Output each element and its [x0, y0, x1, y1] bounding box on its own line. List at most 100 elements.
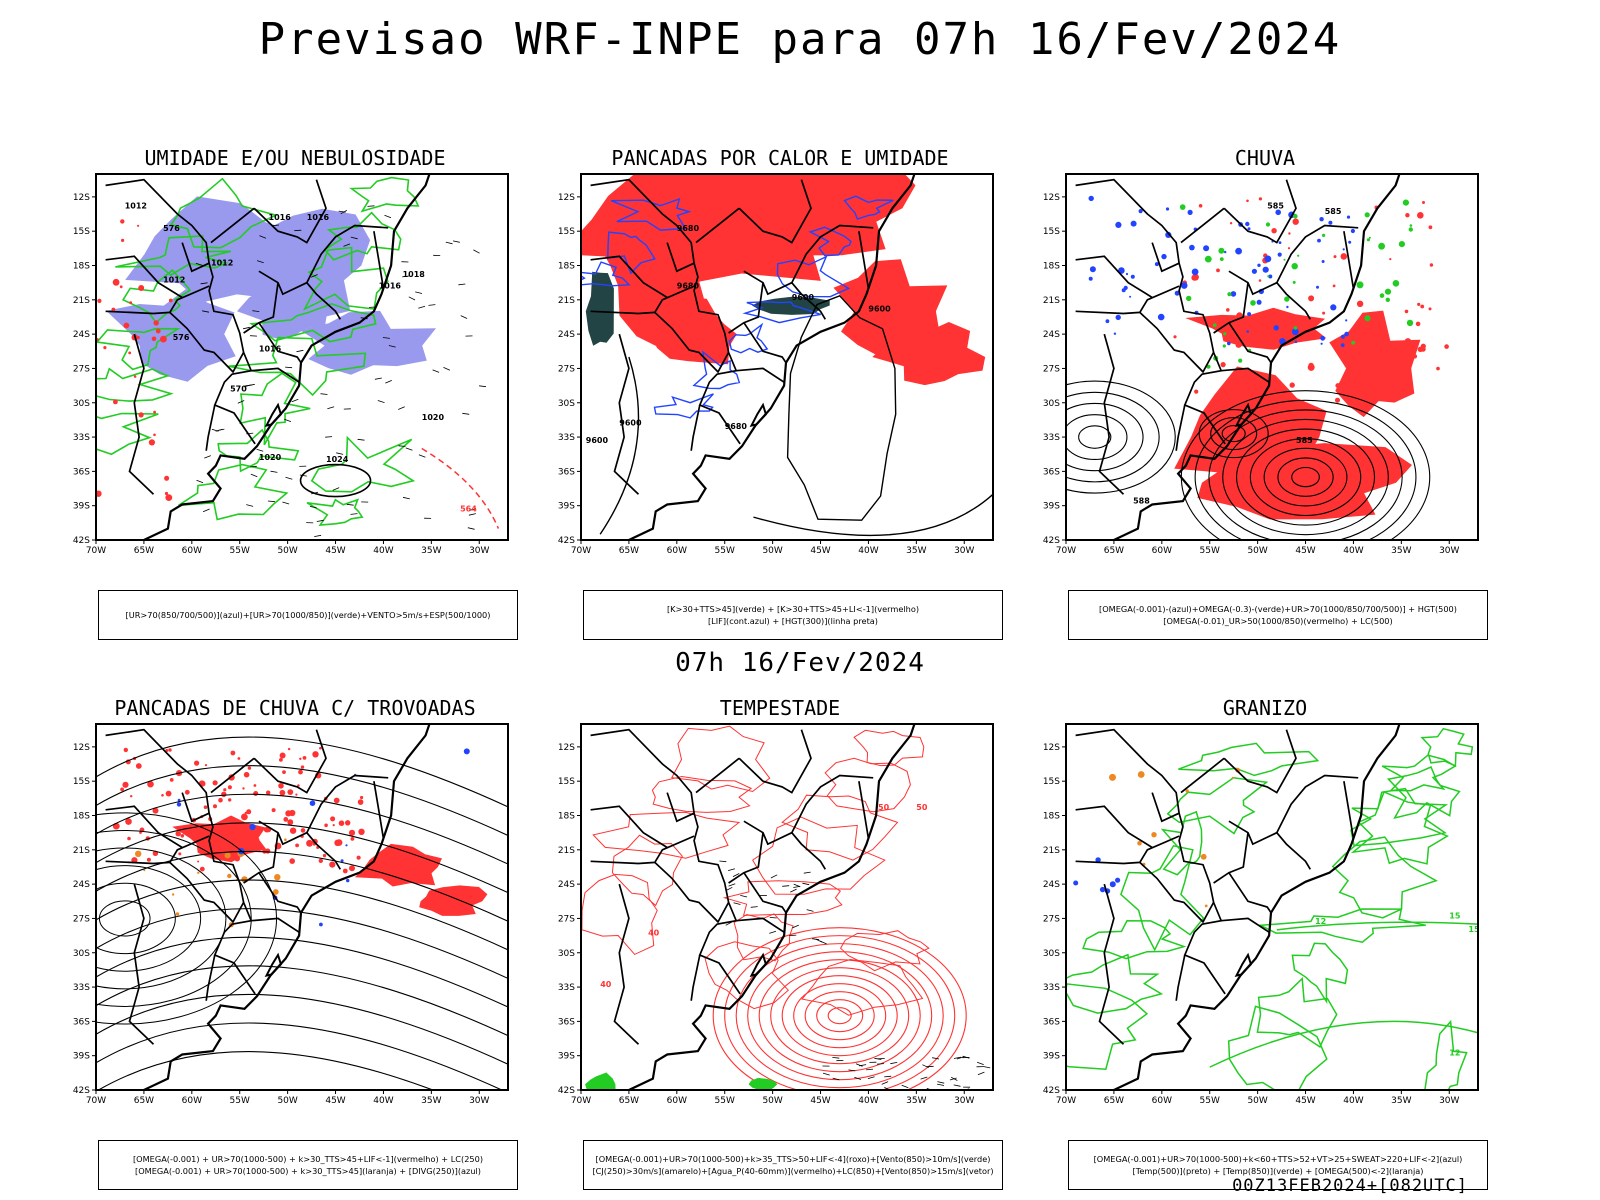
- thunder-area-red: [833, 259, 948, 355]
- rain-area-green: [1356, 281, 1364, 289]
- rain-area-green: [1409, 224, 1413, 227]
- political-border: [738, 729, 812, 794]
- precipitable-water-contour: [827, 1007, 852, 1025]
- lat-tick-label: 24S: [558, 330, 575, 340]
- wind-vector: [377, 400, 385, 403]
- lon-tick-label: 65W: [1104, 1096, 1124, 1106]
- storm-area-orange: [274, 874, 281, 881]
- rain-area-red: [1287, 247, 1291, 250]
- precipitable-water-contour: [724, 935, 956, 1090]
- thickness-contour-red: [121, 238, 125, 242]
- wind-vector: [740, 895, 748, 898]
- thickness-contour-red: [138, 412, 144, 418]
- political-border: [205, 404, 216, 451]
- wind-vector: [247, 383, 255, 386]
- lif-contour-blue: [610, 197, 692, 231]
- storm-area-red: [357, 799, 364, 805]
- rain-area-red: [1428, 307, 1432, 311]
- storm-area-red: [295, 843, 299, 848]
- thickness-contour-red: [136, 335, 140, 340]
- contour-label: 9600: [619, 419, 642, 428]
- lon-tick-label: 60W: [667, 1096, 687, 1106]
- thickness-contour-red: [151, 336, 157, 342]
- rain-area-green: [1384, 288, 1392, 295]
- lat-tick-label: 33S: [558, 983, 575, 993]
- political-border: [169, 861, 245, 924]
- jet-area-green: [585, 1072, 616, 1090]
- rain-area-red: [1322, 311, 1326, 315]
- thickness-contour-red: [153, 320, 159, 326]
- contour-label: 570: [230, 384, 247, 393]
- storm-area-red: [285, 810, 292, 817]
- page-title: Previsao WRF-INPE para 07h 16/Fev/2024: [258, 14, 1342, 65]
- rain-area-green: [1186, 295, 1192, 302]
- hgt300-contour: [599, 356, 640, 535]
- wind-vector: [343, 243, 351, 247]
- wind-vector: [473, 249, 480, 254]
- rain-area-red: [1333, 255, 1337, 259]
- wind-vector: [953, 1084, 961, 1087]
- contour-label: 9680: [725, 422, 748, 431]
- lif-contour-blue: [843, 195, 894, 220]
- political-border: [690, 404, 701, 451]
- precipitable-water-contour: [704, 941, 790, 1010]
- wind-vector: [246, 504, 254, 507]
- panel-title: PANCADAS POR CALOR E UMIDADE: [611, 146, 949, 170]
- rain-area-green: [1364, 212, 1370, 218]
- storm-area-orange: [171, 893, 175, 896]
- rain-area-green: [1267, 275, 1270, 278]
- lon-tick-label: 50W: [277, 546, 297, 556]
- humidity-contour-green: [96, 412, 159, 456]
- rain-area-red: [1288, 232, 1291, 235]
- legend-box: [UR>70(850/700/500)](azul)+[UR>70(1000/8…: [98, 590, 518, 640]
- lat-tick-label: 18S: [558, 262, 575, 272]
- lon-tick-label: 50W: [762, 546, 782, 556]
- rain-area-red: [1173, 335, 1177, 339]
- rain-area-blue: [1235, 247, 1242, 255]
- lat-tick-label: 36S: [73, 1017, 90, 1027]
- contour-label: 40: [648, 929, 660, 938]
- wind-vector: [398, 406, 405, 410]
- lat-tick-label: 27S: [558, 364, 575, 374]
- thickness-contour-red: [129, 301, 133, 305]
- wind-vector: [445, 241, 453, 245]
- humidity-contour-green: [228, 336, 367, 397]
- map-layer: 40 40 50 50: [581, 724, 991, 1090]
- precipitable-water-contour: [758, 959, 921, 1073]
- streamline: [96, 908, 508, 979]
- wind-vector: [252, 310, 260, 312]
- legend-box: [OMEGA(-0.001)-(azul)+OMEGA(-0.3)-(verde…: [1068, 590, 1488, 640]
- omega-area-orange: [1137, 771, 1145, 778]
- precipitable-water-contour: [804, 991, 875, 1041]
- rain-area-red: [1258, 279, 1262, 282]
- thickness-contour-red: [128, 351, 132, 355]
- storm-area-red: [356, 855, 361, 860]
- contour-label: 1016: [269, 213, 292, 222]
- wind-vector: [299, 474, 307, 477]
- lat-tick-label: 21S: [73, 296, 90, 306]
- lon-tick-label: 55W: [1200, 1096, 1220, 1106]
- map-chuva: 585 585 588 585 12S 15S 18S 21S 24S 27S 30S 33S 36S 3…: [1043, 173, 1479, 556]
- lat-tick-label: 30S: [73, 949, 90, 959]
- storm-area-red: [299, 757, 302, 760]
- storm-area-red: [330, 816, 336, 822]
- rain-area-green: [1204, 255, 1212, 263]
- storm-area-red: [125, 818, 132, 825]
- rain-area-green: [1292, 280, 1296, 284]
- rain-area-blue: [1130, 274, 1135, 279]
- omega-area-orange: [1137, 841, 1142, 846]
- lagoon-outline: [1234, 402, 1253, 428]
- rain-area-blue: [1246, 330, 1249, 333]
- rain-area-red: [1405, 213, 1410, 218]
- lon-tick-label: 35W: [1391, 1096, 1411, 1106]
- storm-area-red: [230, 750, 236, 756]
- lon-tick-label: 45W: [1295, 1096, 1315, 1106]
- lat-tick-label: 15S: [1043, 777, 1060, 787]
- rain-area-green: [1368, 236, 1371, 239]
- contour-label: 50: [916, 803, 928, 812]
- wind-vector: [884, 1075, 892, 1078]
- map-layer: 585 585 588 585: [1066, 174, 1449, 540]
- wind-vector: [953, 1056, 961, 1059]
- political-border: [1221, 367, 1270, 383]
- political-border: [205, 954, 216, 1001]
